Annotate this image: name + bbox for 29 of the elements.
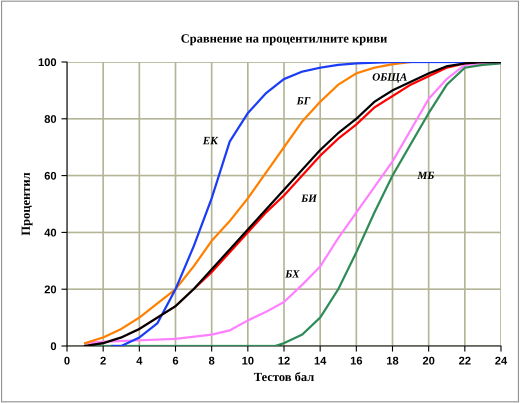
y-tick-label: 100	[38, 58, 56, 66]
annotation: БГ	[296, 97, 310, 104]
x-tick-label: 20	[422, 356, 434, 365]
x-tick-label: 22	[459, 356, 471, 364]
annotation: ЕК	[202, 136, 218, 144]
y-tick-label: 60	[44, 172, 56, 180]
x-tick-label: 4	[136, 356, 142, 364]
y-tick-label: 20	[44, 285, 56, 294]
x-axis-title: Тестов бал	[254, 372, 314, 382]
y-axis-title: Процентил	[22, 172, 32, 236]
x-tick-label: 6	[172, 356, 178, 365]
annotation: БХ	[285, 270, 300, 278]
x-tick-label: 8	[208, 356, 214, 365]
x-tick-label: 0	[64, 356, 70, 365]
y-tick-label: 80	[44, 115, 56, 123]
x-tick-label: 2	[100, 356, 106, 364]
x-tick-label: 12	[278, 356, 290, 364]
y-tick-label: 40	[44, 228, 56, 237]
annotation: ОБЩА	[372, 73, 407, 83]
annotation: МБ	[417, 172, 434, 179]
chart-title: Сравнение на процентилните криви	[181, 34, 387, 46]
x-tick-label: 14	[314, 356, 326, 364]
x-tick-label: 10	[242, 356, 254, 365]
x-tick-label: 18	[387, 356, 398, 365]
y-tick-label: 0	[50, 342, 56, 350]
annotation: БИ	[301, 194, 318, 202]
x-tick-label: 16	[350, 356, 362, 365]
x-tick-label: 24	[495, 356, 508, 364]
line-series	[84, 62, 412, 344]
